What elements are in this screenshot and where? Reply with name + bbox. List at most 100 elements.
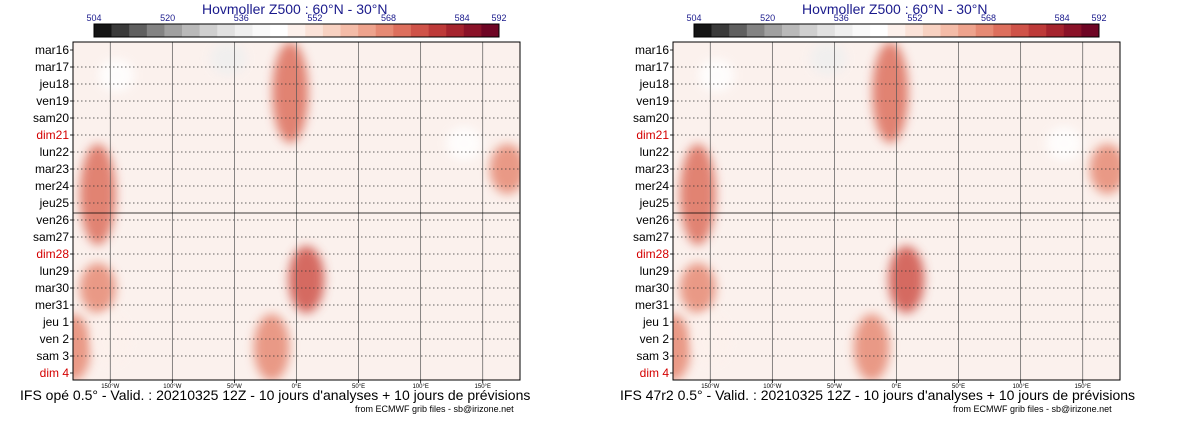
x-axis: 150°W 100°W 50°W 0°E 50°E 100°E 150°E xyxy=(101,380,491,390)
hovmoller-panel-ifs-47r2: Hovmoller Z500 : 60°N - 30°N 504 520 536 55… xyxy=(600,0,1200,424)
colorbar-swatch xyxy=(834,24,853,37)
ridge-mark xyxy=(872,42,909,143)
x-tick-label: 50°E xyxy=(352,384,365,390)
x-tick-label: 150°W xyxy=(701,384,719,390)
colorbar-swatch xyxy=(146,24,165,37)
colorbar-swatch xyxy=(252,24,271,37)
colorbar-swatch xyxy=(305,24,324,37)
x-tick-label: 0°E xyxy=(892,384,902,390)
day-label: mar17 xyxy=(35,60,69,74)
day-label: sam27 xyxy=(33,230,69,244)
day-label: ven 2 xyxy=(40,332,70,346)
colorbar-swatch xyxy=(729,24,748,37)
colorbar-swatch xyxy=(817,24,836,37)
x-tick-label: 100°E xyxy=(412,384,428,390)
colorbar-swatch xyxy=(199,24,218,37)
colorbar-tick-label: 552 xyxy=(907,13,922,23)
day-label: mer24 xyxy=(635,179,669,193)
day-label: dim28 xyxy=(36,247,69,261)
colorbar-swatch xyxy=(129,24,148,37)
ridge-mark xyxy=(73,314,91,380)
colorbar-swatch xyxy=(922,24,941,37)
day-label: dim 4 xyxy=(40,366,70,380)
day-label: dim21 xyxy=(636,128,669,142)
colorbar-swatch xyxy=(270,24,288,37)
day-label: ven 2 xyxy=(640,332,670,346)
day-label: mar30 xyxy=(35,281,69,295)
ridge-mark xyxy=(1089,144,1120,194)
day-labels: mar16 mar17 jeu18 ven19 sam20 dim21 lun22 mar23… xyxy=(633,43,669,380)
day-label: mer31 xyxy=(635,298,669,312)
day-label: mar17 xyxy=(635,60,669,74)
day-label: lun29 xyxy=(640,264,670,278)
day-label: jeu25 xyxy=(39,196,70,210)
x-tick-label: 50°W xyxy=(827,384,842,390)
colorbar-swatch xyxy=(887,24,906,37)
colorbar-swatch xyxy=(287,24,306,37)
day-label: lun22 xyxy=(640,145,670,159)
day-label: sam20 xyxy=(33,111,69,125)
ridge-mark xyxy=(673,314,691,380)
day-label: dim28 xyxy=(636,247,669,261)
colorbar-tick-label: 520 xyxy=(160,13,175,23)
colorbar-tick-label: 568 xyxy=(981,13,996,23)
colorbar-frame xyxy=(93,23,500,38)
day-label: jeu 1 xyxy=(642,315,669,329)
x-tick-label: 100°W xyxy=(763,384,781,390)
colorbar-tick-label: 520 xyxy=(760,13,775,23)
colorbar-swatch xyxy=(1010,24,1029,37)
colorbar-tick-label: 552 xyxy=(307,13,322,23)
colorbar-swatch xyxy=(217,24,236,37)
ridge-mark xyxy=(489,144,520,194)
day-label: mer31 xyxy=(35,298,69,312)
day-label: dim21 xyxy=(36,128,69,142)
x-tick-label: 150°W xyxy=(101,384,119,390)
day-label: ven26 xyxy=(636,213,669,227)
colorbar-swatch xyxy=(975,24,994,37)
colorbar-swatch xyxy=(94,24,112,37)
day-label: jeu 1 xyxy=(42,315,69,329)
colorbar-swatch xyxy=(905,24,924,37)
day-label: ven19 xyxy=(36,94,69,108)
colorbar-swatch xyxy=(428,24,447,37)
ridge-mark xyxy=(272,42,309,143)
colorbar-tick-label: 584 xyxy=(455,13,470,23)
colorbar-swatch xyxy=(182,24,200,37)
ridge-mark xyxy=(79,144,116,245)
day-label: dim 4 xyxy=(640,366,670,380)
ridge-mark xyxy=(853,314,890,380)
colorbar-swatch xyxy=(340,24,359,37)
day-label: mar23 xyxy=(635,162,669,176)
ridge-mark xyxy=(679,144,716,245)
colorbar-swatch xyxy=(410,24,429,37)
day-label: jeu18 xyxy=(639,77,670,91)
colorbar-swatch xyxy=(764,24,783,37)
x-tick-label: 100°E xyxy=(1012,384,1028,390)
day-label: mer24 xyxy=(35,179,69,193)
colorbar-swatch xyxy=(958,24,977,37)
panel-footer: IFS 47r2 0.5° - Valid. : 20210325 12Z - … xyxy=(620,387,1136,403)
colorbar-swatch xyxy=(164,24,183,37)
colorbar-swatch xyxy=(993,24,1012,37)
colorbar-tick-label: 592 xyxy=(1091,13,1106,23)
colorbar-tick-label: 504 xyxy=(86,13,101,23)
colorbar-swatch xyxy=(940,24,959,37)
panel-footer: IFS opé 0.5° - Valid. : 20210325 12Z - 1… xyxy=(20,387,531,403)
x-tick-label: 0°E xyxy=(292,384,302,390)
day-label: mar30 xyxy=(635,281,669,295)
x-tick-label: 50°W xyxy=(227,384,242,390)
ridge-mark xyxy=(253,314,290,380)
day-label: mar23 xyxy=(35,162,69,176)
colorbar-swatch xyxy=(711,24,730,37)
colorbar-swatch xyxy=(358,24,377,37)
day-label: lun29 xyxy=(40,264,70,278)
colorbar-swatch xyxy=(111,24,130,37)
hovmoller-panel-ifs-ope: Hovmoller Z500 : 60°N - 30°N 504 520 536 55… xyxy=(20,1,531,414)
colorbar-swatch xyxy=(870,24,888,37)
colorbar-swatch xyxy=(375,24,394,37)
colorbar-swatch xyxy=(852,24,871,37)
day-label: sam27 xyxy=(633,230,669,244)
day-labels: mar16 mar17 jeu18 ven19 sam20 dim21 lun22 mar23… xyxy=(33,43,69,380)
colorbar-swatch xyxy=(1046,24,1065,37)
colorbar-tick-label: 584 xyxy=(1055,13,1070,23)
